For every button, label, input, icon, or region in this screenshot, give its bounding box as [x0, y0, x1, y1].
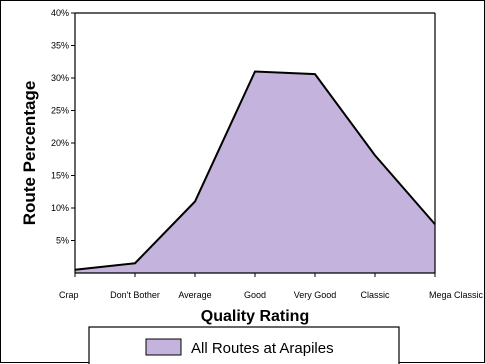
y-tick-label: 15% [51, 171, 69, 181]
legend: All Routes at Arapiles [89, 327, 399, 364]
x-axis-title: Quality Rating [201, 308, 309, 325]
x-tick-label: Very Good [294, 290, 337, 300]
y-tick-label: 25% [51, 106, 69, 116]
y-tick-label: 20% [51, 138, 69, 148]
x-tick-label: Average [178, 290, 211, 300]
y-tick-label: 35% [51, 41, 69, 51]
y-tick-label: 5% [56, 236, 69, 246]
plot-layer [75, 71, 435, 273]
x-tick-label: Don't Bother [110, 290, 160, 300]
legend-swatch [146, 339, 181, 355]
x-tick-label: Good [244, 290, 266, 300]
x-tick-label: Crap [59, 290, 79, 300]
x-tick-label: Classic [360, 290, 390, 300]
legend-label: All Routes at Arapiles [191, 340, 334, 357]
x-tick-label: Mega Classic [429, 290, 484, 300]
y-tick-label: 10% [51, 203, 69, 213]
y-axis-title: Route Percentage [20, 81, 39, 226]
y-tick-label: 40% [51, 8, 69, 18]
y-tick-label: 30% [51, 73, 69, 83]
area-fill [75, 72, 435, 274]
